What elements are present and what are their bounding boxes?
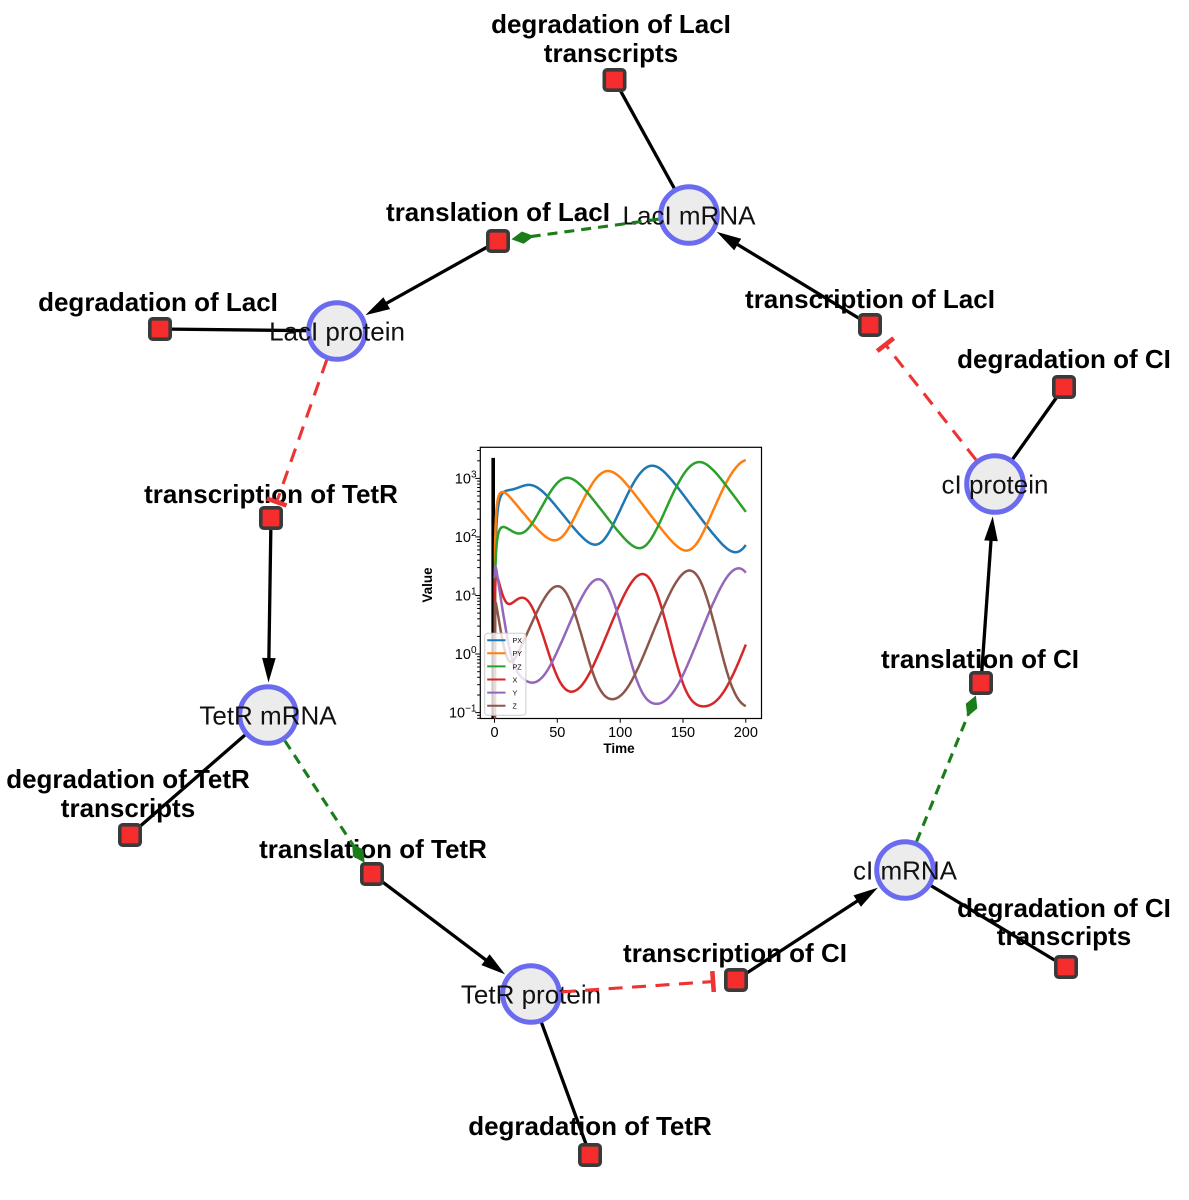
svg-text:transcription of LacI: transcription of LacI (745, 284, 995, 314)
svg-text:Value: Value (420, 567, 435, 603)
svg-text:cI mRNA: cI mRNA (853, 856, 958, 886)
svg-text:LacI mRNA: LacI mRNA (623, 201, 757, 231)
svg-text:50: 50 (549, 725, 565, 741)
svg-text:degradation of TetR: degradation of TetR (6, 764, 250, 794)
svg-text:200: 200 (734, 725, 758, 741)
svg-text:degradation of TetR: degradation of TetR (468, 1111, 712, 1141)
svg-text:degradation of LacI: degradation of LacI (491, 9, 731, 39)
svg-text:degradation of LacI: degradation of LacI (38, 287, 278, 317)
svg-text:transcripts: transcripts (997, 921, 1131, 951)
svg-text:Y: Y (513, 689, 518, 698)
svg-text:transcription of CI: transcription of CI (623, 938, 847, 968)
svg-text:X: X (513, 675, 518, 684)
svg-text:translation of CI: translation of CI (881, 644, 1079, 674)
svg-text:PX: PX (513, 636, 523, 645)
svg-text:degradation of CI: degradation of CI (957, 344, 1171, 374)
svg-text:PY: PY (513, 649, 523, 658)
svg-text:cI protein: cI protein (942, 470, 1049, 500)
svg-text:101: 101 (455, 587, 477, 605)
svg-text:TetR mRNA: TetR mRNA (199, 701, 337, 731)
svg-text:0: 0 (490, 725, 498, 741)
svg-text:LacI protein: LacI protein (269, 317, 405, 347)
svg-text:transcription of TetR: transcription of TetR (144, 479, 398, 509)
svg-text:100: 100 (455, 645, 477, 663)
svg-text:10−1: 10−1 (449, 704, 477, 722)
svg-text:translation of TetR: translation of TetR (259, 834, 487, 864)
svg-text:degradation of CI: degradation of CI (957, 893, 1171, 923)
svg-text:transcripts: transcripts (61, 793, 195, 823)
svg-text:103: 103 (455, 469, 477, 487)
svg-text:transcripts: transcripts (544, 38, 678, 68)
svg-text:translation of LacI: translation of LacI (386, 197, 610, 227)
svg-text:102: 102 (455, 528, 477, 546)
svg-text:PZ: PZ (513, 662, 523, 671)
svg-text:Time: Time (603, 741, 635, 756)
svg-text:TetR protein: TetR protein (461, 980, 601, 1010)
svg-text:Z: Z (513, 702, 518, 711)
svg-text:150: 150 (671, 725, 695, 741)
svg-text:100: 100 (608, 725, 632, 741)
